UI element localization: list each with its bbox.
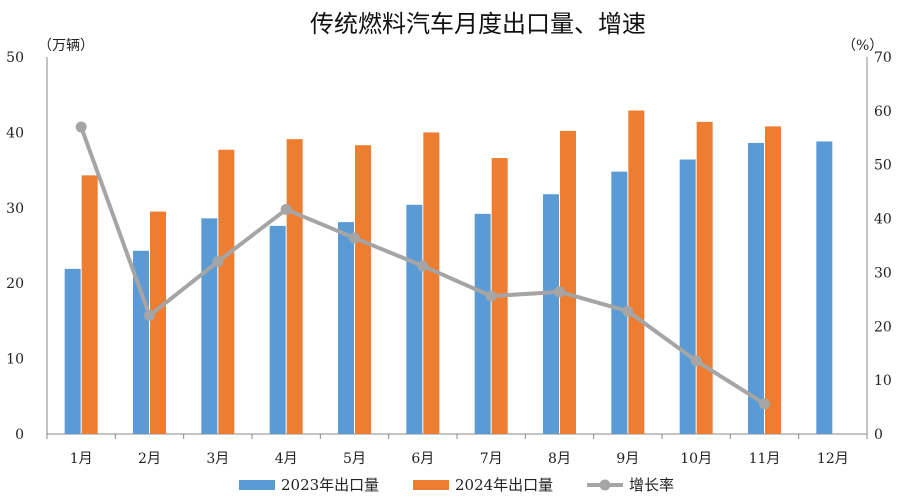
y-right-tick-label: 20 — [874, 319, 892, 335]
x-tick-label: 4月 — [275, 451, 298, 467]
bar-2023 — [543, 194, 559, 434]
bar-2023 — [64, 268, 81, 434]
growth-rate-point — [485, 290, 497, 302]
bar-2024 — [423, 132, 440, 434]
legend-2024-label: 2024年出口量 — [455, 476, 553, 494]
growth-rate-point — [417, 260, 429, 272]
x-tick-label: 9月 — [616, 451, 639, 467]
x-tick-label: 3月 — [206, 451, 229, 467]
bar-2024 — [81, 175, 98, 435]
bar-2023 — [748, 142, 764, 434]
x-tick-label: 10月 — [680, 451, 712, 467]
x-tick-label: 1月 — [70, 451, 93, 467]
y-right-tick-label: 40 — [874, 212, 892, 228]
y-right-tick-label: 0 — [874, 427, 883, 443]
chart-title: 传统燃料汽车月度出口量、增速 — [310, 10, 646, 38]
growth-rate-point — [349, 232, 360, 244]
x-tick-label: 8月 — [548, 451, 571, 467]
x-tick-label: 2月 — [138, 451, 161, 467]
growth-rate-point — [212, 256, 224, 268]
growth-rate-point — [75, 121, 87, 133]
x-tick-label: 6月 — [411, 451, 434, 467]
bar-2023 — [679, 159, 696, 434]
bar-2024 — [286, 139, 303, 434]
y-left-tick-label: 50 — [6, 50, 24, 66]
legend-2024-swatch — [413, 480, 449, 490]
bar-2023 — [406, 204, 423, 434]
y-right-unit-label: （%） — [842, 38, 883, 54]
growth-rate-point — [280, 203, 292, 215]
y-right-tick-label: 60 — [874, 104, 892, 120]
legend-2023-label: 2023年出口量 — [281, 476, 379, 494]
y-left-tick-label: 0 — [15, 427, 24, 443]
bar-2024 — [355, 145, 371, 434]
bar-2023 — [269, 225, 286, 434]
bar-2023 — [474, 213, 491, 434]
y-right-tick-label: 50 — [874, 158, 892, 174]
y-right-tick-label: 30 — [874, 265, 892, 281]
x-tick-label: 5月 — [343, 451, 366, 467]
bar-2023 — [816, 141, 833, 434]
y-left-tick-label: 20 — [6, 276, 24, 292]
legend-growth-rate-marker — [599, 479, 611, 491]
x-tick-label: 7月 — [480, 451, 503, 467]
bar-2023 — [611, 171, 628, 434]
y-left-tick-label: 40 — [6, 125, 24, 141]
y-right-tick-label: 70 — [874, 50, 892, 66]
growth-rate-point — [554, 286, 565, 298]
growth-rate-point — [622, 305, 634, 317]
bar-2023 — [201, 218, 218, 434]
growth-rate-point — [759, 398, 770, 410]
y-left-tick-label: 10 — [6, 352, 24, 368]
y-left-tick-label: 30 — [6, 201, 24, 217]
x-tick-label: 11月 — [749, 451, 781, 467]
bar-2023 — [133, 250, 149, 434]
bar-2024 — [628, 110, 645, 434]
bar-2024 — [765, 126, 781, 435]
legend-2023-swatch — [239, 480, 275, 490]
bar-2023 — [338, 222, 354, 434]
growth-rate-point — [690, 355, 702, 367]
bar-2024 — [696, 121, 713, 435]
legend: 2023年出口量 2024年出口量 增长率 — [239, 476, 674, 494]
bar-2024 — [560, 130, 576, 434]
y-left-unit-label: （万辆） — [38, 38, 94, 54]
growth-rate-point — [144, 310, 155, 322]
bar-2024 — [218, 149, 235, 434]
y-right-tick-label: 10 — [874, 373, 892, 389]
bar-2024 — [150, 211, 166, 434]
x-tick-label: 12月 — [817, 451, 849, 467]
legend-growth-rate-label: 增长率 — [629, 476, 674, 494]
